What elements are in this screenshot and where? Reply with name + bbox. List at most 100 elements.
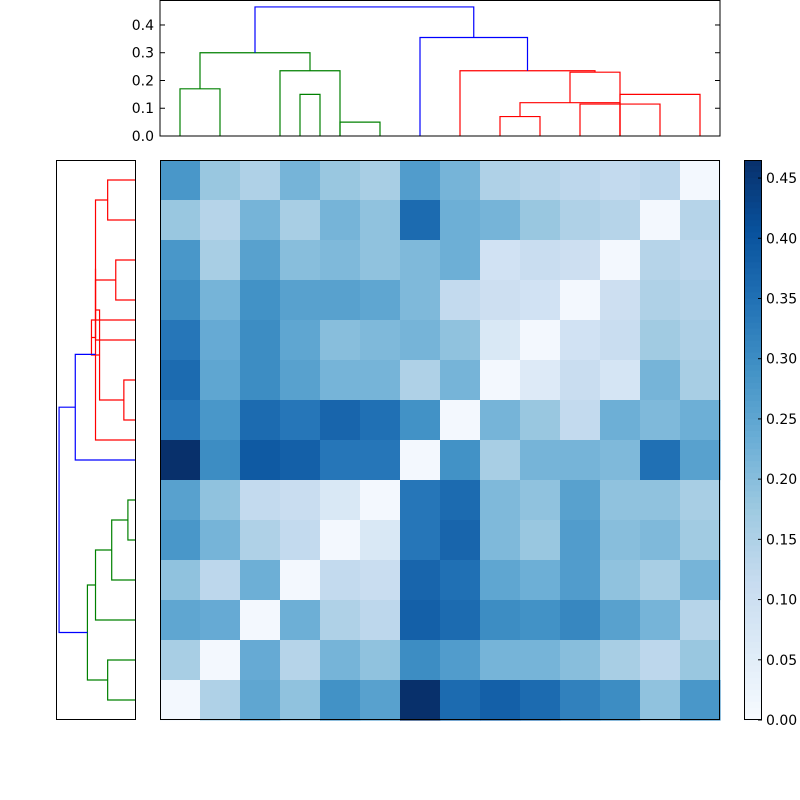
heatmap-cell bbox=[520, 680, 561, 721]
heatmap-cell bbox=[320, 480, 361, 521]
colorbar-swatch bbox=[744, 226, 762, 233]
colorbar-swatch bbox=[744, 545, 762, 552]
heatmap-cell bbox=[640, 360, 681, 401]
colorbar-swatch bbox=[744, 316, 762, 324]
heatmap-cell bbox=[160, 320, 201, 361]
colorbar-swatch bbox=[744, 587, 762, 595]
heatmap-cell bbox=[440, 240, 481, 281]
colorbar-swatch bbox=[744, 286, 762, 294]
colorbar-swatch bbox=[744, 701, 762, 709]
heatmap-cell bbox=[560, 480, 601, 521]
heatmap-cell bbox=[360, 400, 401, 441]
heatmap-cell bbox=[520, 400, 561, 441]
heatmap-cell bbox=[640, 640, 681, 681]
heatmap-cell bbox=[640, 160, 681, 201]
heatmap-cell bbox=[600, 280, 641, 321]
left-dendrogram-link bbox=[95, 309, 124, 401]
colorbar-swatch bbox=[744, 184, 762, 191]
heatmap-cell bbox=[360, 600, 401, 641]
heatmap-cell bbox=[400, 360, 441, 401]
heatmap-cell bbox=[360, 240, 401, 281]
heatmap-cell bbox=[320, 360, 361, 401]
colorbar-swatch bbox=[744, 557, 762, 565]
heatmap-cell bbox=[480, 520, 521, 561]
heatmap-cell bbox=[360, 520, 401, 561]
heatmap-cell bbox=[480, 600, 521, 641]
colorbar-swatch bbox=[744, 178, 762, 185]
colorbar-swatch bbox=[744, 394, 762, 402]
left-dendrogram-link bbox=[111, 519, 136, 581]
left-dendrogram-link bbox=[94, 268, 136, 441]
heatmap-cell bbox=[680, 520, 721, 561]
colorbar-tick-label: 0.00 bbox=[766, 713, 797, 729]
heatmap-cell bbox=[640, 200, 681, 241]
colorbar-swatch bbox=[744, 388, 762, 396]
colorbar-swatch bbox=[744, 455, 762, 462]
heatmap-cell bbox=[440, 640, 481, 681]
top-dendrogram-link bbox=[499, 115, 541, 136]
top-dendrogram-link bbox=[279, 70, 341, 136]
heatmap-cell bbox=[600, 560, 641, 601]
heatmap-cell bbox=[600, 520, 641, 561]
heatmap-cell bbox=[400, 640, 441, 681]
colorbar-tick-label: 0.05 bbox=[766, 653, 797, 669]
heatmap-cell bbox=[440, 440, 481, 481]
heatmap-cell bbox=[160, 160, 201, 201]
heatmap-cell bbox=[480, 560, 521, 601]
heatmap-cell bbox=[480, 320, 521, 361]
heatmap-cell bbox=[600, 320, 641, 361]
left-dendrogram-frame bbox=[56, 160, 136, 720]
heatmap-cell bbox=[680, 560, 721, 601]
heatmap-cell bbox=[440, 160, 481, 201]
heatmap-cell bbox=[520, 520, 561, 561]
heatmap-cell bbox=[480, 680, 521, 721]
heatmap-cell bbox=[680, 200, 721, 241]
heatmap-cell bbox=[680, 600, 721, 641]
heatmap-cell bbox=[280, 240, 321, 281]
heatmap-cell bbox=[240, 560, 281, 601]
top-dendrogram-link bbox=[179, 88, 221, 136]
heatmap-cell bbox=[440, 480, 481, 521]
colorbar-swatch bbox=[744, 521, 762, 528]
heatmap-cell bbox=[560, 440, 601, 481]
heatmap-cell bbox=[240, 200, 281, 241]
heatmap-cell bbox=[200, 560, 241, 601]
heatmap-cell bbox=[200, 160, 241, 201]
colorbar-swatch bbox=[744, 653, 762, 661]
heatmap-cell bbox=[200, 600, 241, 641]
colorbar-swatch bbox=[744, 713, 762, 721]
heatmap-cell bbox=[200, 360, 241, 401]
colorbar-swatch bbox=[744, 412, 762, 420]
colorbar-swatch bbox=[744, 449, 762, 456]
top-dendrogram-link bbox=[254, 6, 475, 53]
heatmap-cell bbox=[160, 360, 201, 401]
colorbar-swatch bbox=[744, 623, 762, 631]
heatmap-cell bbox=[400, 400, 441, 441]
heatmap-cell bbox=[520, 600, 561, 641]
top-dendrogram-ytick-label: 0.1 bbox=[132, 101, 154, 117]
colorbar-swatch bbox=[744, 358, 762, 366]
heatmap-cell bbox=[280, 280, 321, 321]
heatmap-cell bbox=[520, 640, 561, 681]
heatmap-cell bbox=[360, 640, 401, 681]
heatmap-cell bbox=[280, 200, 321, 241]
colorbar-swatch bbox=[744, 208, 762, 215]
colorbar-tick-label: 0.45 bbox=[766, 171, 797, 187]
heatmap-cell bbox=[200, 680, 241, 721]
heatmap-cell bbox=[320, 600, 361, 641]
heatmap-cell bbox=[240, 600, 281, 641]
left-dendrogram-link bbox=[107, 659, 136, 701]
left-dendrogram-link bbox=[127, 499, 136, 541]
colorbar-swatch bbox=[744, 232, 762, 239]
heatmap-cell bbox=[240, 360, 281, 401]
colorbar-swatch bbox=[744, 467, 762, 474]
colorbar-swatch bbox=[744, 436, 762, 444]
heatmap-cell bbox=[440, 200, 481, 241]
heatmap-cell bbox=[560, 640, 601, 681]
heatmap-cell bbox=[200, 480, 241, 521]
colorbar-swatch bbox=[744, 605, 762, 613]
colorbar-swatch bbox=[744, 707, 762, 715]
colorbar-tick-label: 0.10 bbox=[766, 593, 797, 609]
colorbar-swatch bbox=[744, 695, 762, 703]
heatmap-cell bbox=[200, 440, 241, 481]
